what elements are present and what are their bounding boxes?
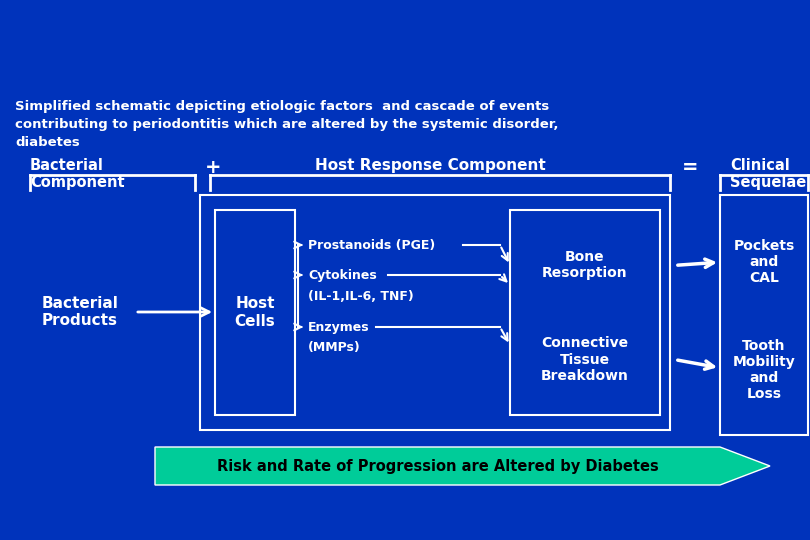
Text: Bacterial
Products: Bacterial Products xyxy=(41,296,118,328)
Text: Risk and Rate of Progression are Altered by Diabetes: Risk and Rate of Progression are Altered… xyxy=(216,458,659,474)
Text: Cytokines: Cytokines xyxy=(308,268,377,281)
FancyBboxPatch shape xyxy=(200,195,670,430)
Text: Host Response Component: Host Response Component xyxy=(314,158,545,173)
Text: (MMPs): (MMPs) xyxy=(308,341,360,354)
FancyBboxPatch shape xyxy=(510,210,660,415)
Text: Simplified schematic depicting etiologic factors  and cascade of events
contribu: Simplified schematic depicting etiologic… xyxy=(15,100,559,149)
Text: Enzymes: Enzymes xyxy=(308,321,369,334)
Polygon shape xyxy=(155,447,770,485)
FancyBboxPatch shape xyxy=(720,195,808,435)
Text: =: = xyxy=(682,158,698,177)
Text: Connective
Tissue
Breakdown: Connective Tissue Breakdown xyxy=(541,336,629,383)
Text: (IL-1,IL-6, TNF): (IL-1,IL-6, TNF) xyxy=(308,291,414,303)
Text: Clinical
Sequelae: Clinical Sequelae xyxy=(730,158,806,191)
Text: Bone
Resorption: Bone Resorption xyxy=(542,250,628,280)
Text: Prostanoids (PGE): Prostanoids (PGE) xyxy=(308,239,435,252)
FancyBboxPatch shape xyxy=(215,210,295,415)
Text: Tooth
Mobility
and
Loss: Tooth Mobility and Loss xyxy=(732,339,795,402)
Text: Pockets
and
CAL: Pockets and CAL xyxy=(733,239,795,286)
Text: Host
Cells: Host Cells xyxy=(235,296,275,329)
Text: +: + xyxy=(205,158,221,177)
Text: Bacterial
Component: Bacterial Component xyxy=(30,158,125,191)
